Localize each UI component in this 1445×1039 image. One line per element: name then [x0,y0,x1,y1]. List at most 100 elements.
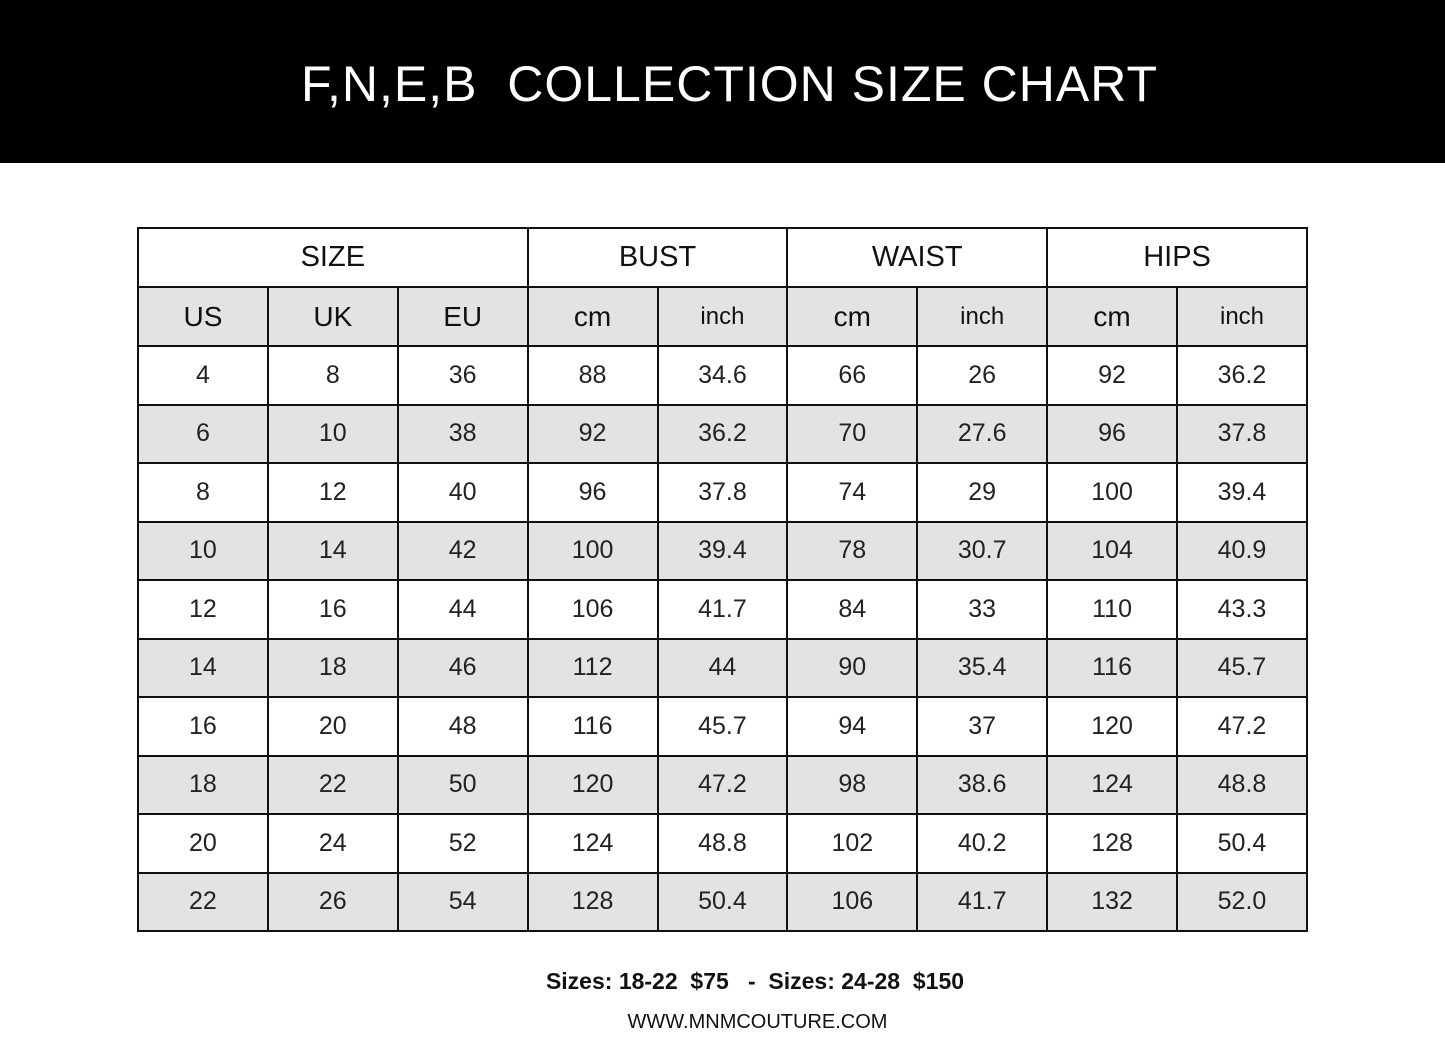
table-row: 20 24 52 124 48.8 102 40.2 128 50.4 [137,813,1308,874]
group-header-waist: WAIST [786,227,1049,288]
table-cell: 44 [396,579,529,640]
group-header-row: SIZE BUST WAIST HIPS [137,227,1308,288]
table-row: 4 8 36 88 34.6 66 26 92 36.2 [137,345,1308,406]
table-cell: 10 [137,520,269,581]
table-cell: 18 [266,637,399,698]
table-cell: 37 [916,696,1049,757]
col-header-waist-inch: inch [916,286,1049,347]
table-row: 10 14 42 100 39.4 78 30.7 104 40.9 [137,520,1308,581]
table-cell: 52 [396,813,529,874]
table-row: 14 18 46 112 44 90 35.4 116 45.7 [137,637,1308,698]
table-cell: 36 [396,345,529,406]
table-cell: 27.6 [916,403,1049,464]
table-cell: 10 [266,403,399,464]
table-body: 4 8 36 88 34.6 66 26 92 36.2 6 10 38 92 36.2 70 27.6 96 3… [137,345,1308,932]
table-cell: 66 [786,345,919,406]
table-cell: 52.0 [1176,871,1308,932]
group-header-size: SIZE [137,227,529,288]
table-cell: 54 [396,871,529,932]
table-cell: 14 [266,520,399,581]
table-cell: 40 [396,462,529,523]
table-cell: 42 [396,520,529,581]
table-cell: 106 [526,579,659,640]
group-header-hips: HIPS [1046,227,1308,288]
table-cell: 74 [786,462,919,523]
table-cell: 128 [526,871,659,932]
table-cell: 88 [526,345,659,406]
website-text: WWW.MNMCOUTURE.COM [627,1011,888,1033]
table-cell: 106 [786,871,919,932]
table-row: 22 26 54 128 50.4 106 41.7 132 52.0 [137,871,1308,932]
table-cell: 50.4 [1176,813,1308,874]
table-cell: 43.3 [1176,579,1308,640]
col-header-hips-cm: cm [1046,286,1178,347]
table-cell: 14 [137,637,269,698]
table-cell: 24 [266,813,399,874]
table-cell: 116 [526,696,659,757]
table-cell: 78 [786,520,919,581]
table-cell: 70 [786,403,919,464]
table-cell: 29 [916,462,1049,523]
table-cell: 12 [266,462,399,523]
table-cell: 30.7 [916,520,1049,581]
table-row: 12 16 44 106 41.7 84 33 110 43.3 [137,579,1308,640]
table-cell: 38 [396,403,529,464]
table-cell: 40.2 [916,813,1049,874]
table-cell: 20 [137,813,269,874]
table-cell: 8 [137,462,269,523]
group-header-bust: BUST [526,227,789,288]
table-cell: 47.2 [656,754,789,815]
col-header-hips-inch: inch [1176,286,1308,347]
table-row: 16 20 48 116 45.7 94 37 120 47.2 [137,696,1308,757]
title-banner: F,N,E,B COLLECTION SIZE CHART [0,0,1445,163]
table-cell: 22 [266,754,399,815]
table-cell: 92 [1046,345,1178,406]
table-cell: 110 [1046,579,1178,640]
table-cell: 36.2 [1176,345,1308,406]
table-cell: 45.7 [656,696,789,757]
table-cell: 116 [1046,637,1178,698]
table-cell: 104 [1046,520,1178,581]
table-cell: 128 [1046,813,1178,874]
table-cell: 41.7 [656,579,789,640]
size-chart-table: SIZE BUST WAIST HIPS US UK EU cm inch cm… [137,227,1308,932]
col-header-us: US [137,286,269,347]
table-cell: 112 [526,637,659,698]
table-cell: 120 [526,754,659,815]
table-cell: 38.6 [916,754,1049,815]
page-title: F,N,E,B COLLECTION SIZE CHART [300,55,1158,112]
table-cell: 44 [656,637,789,698]
table-cell: 94 [786,696,919,757]
table-cell: 37.8 [1176,403,1308,464]
table-cell: 102 [786,813,919,874]
col-header-uk: UK [266,286,399,347]
table-cell: 36.2 [656,403,789,464]
sub-header-row: US UK EU cm inch cm inch cm inch [137,286,1308,347]
table-cell: 124 [526,813,659,874]
table-cell: 8 [266,345,399,406]
table-cell: 132 [1046,871,1178,932]
table-cell: 6 [137,403,269,464]
table-cell: 98 [786,754,919,815]
table-cell: 39.4 [1176,462,1308,523]
table-cell: 33 [916,579,1049,640]
table-cell: 12 [137,579,269,640]
table-cell: 26 [266,871,399,932]
table-cell: 41.7 [916,871,1049,932]
table-cell: 34.6 [656,345,789,406]
col-header-waist-cm: cm [786,286,919,347]
table-row: 18 22 50 120 47.2 98 38.6 124 48.8 [137,754,1308,815]
table-cell: 48 [396,696,529,757]
table-cell: 84 [786,579,919,640]
table-cell: 96 [526,462,659,523]
table-cell: 39.4 [656,520,789,581]
table-cell: 16 [137,696,269,757]
table-row: 8 12 40 96 37.8 74 29 100 39.4 [137,462,1308,523]
table-cell: 4 [137,345,269,406]
pricing-note: Sizes: 18-22 $75 - Sizes: 24-28 $150 [545,968,965,994]
table-cell: 20 [266,696,399,757]
col-header-bust-cm: cm [526,286,659,347]
table-cell: 37.8 [656,462,789,523]
table-cell: 47.2 [1176,696,1308,757]
col-header-eu: EU [396,286,529,347]
